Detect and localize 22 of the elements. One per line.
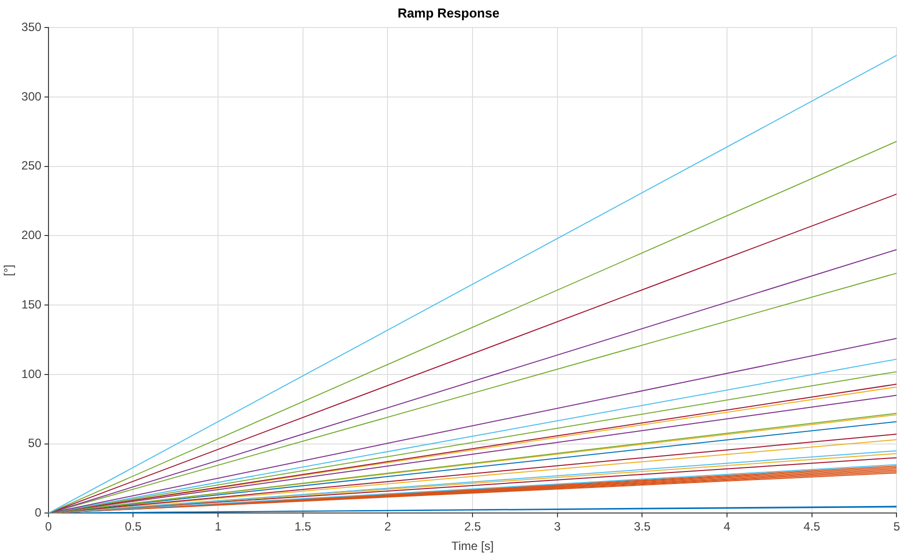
x-tick-label: 4 — [724, 520, 731, 534]
y-axis-title: [°] — [2, 264, 16, 276]
y-tick-label: 200 — [21, 228, 42, 242]
x-tick-label: 1 — [214, 520, 222, 534]
x-tick-label: 0 — [45, 520, 52, 534]
x-axis-title: Time [s] — [451, 539, 494, 554]
x-tick-label: 0.5 — [124, 520, 142, 534]
y-tick-label: 350 — [21, 20, 42, 34]
x-tick-label: 4.5 — [803, 520, 821, 534]
y-tick-label: 300 — [21, 89, 42, 104]
y-tick-label: 250 — [21, 158, 42, 173]
x-tick-label: 1.5 — [294, 520, 312, 534]
x-tick-label: 5 — [893, 520, 900, 534]
x-tick-label: 3 — [554, 520, 562, 534]
y-tick-label: 0 — [34, 506, 42, 520]
y-tick-label: 150 — [21, 297, 42, 312]
y-tick-label: 50 — [28, 436, 42, 450]
x-tick-label: 2.5 — [464, 520, 482, 534]
y-tick-label: 100 — [21, 366, 42, 381]
x-tick-label: 2 — [384, 520, 392, 534]
chart-title: Ramp Response — [398, 5, 500, 20]
x-tick-label: 3.5 — [634, 520, 651, 534]
